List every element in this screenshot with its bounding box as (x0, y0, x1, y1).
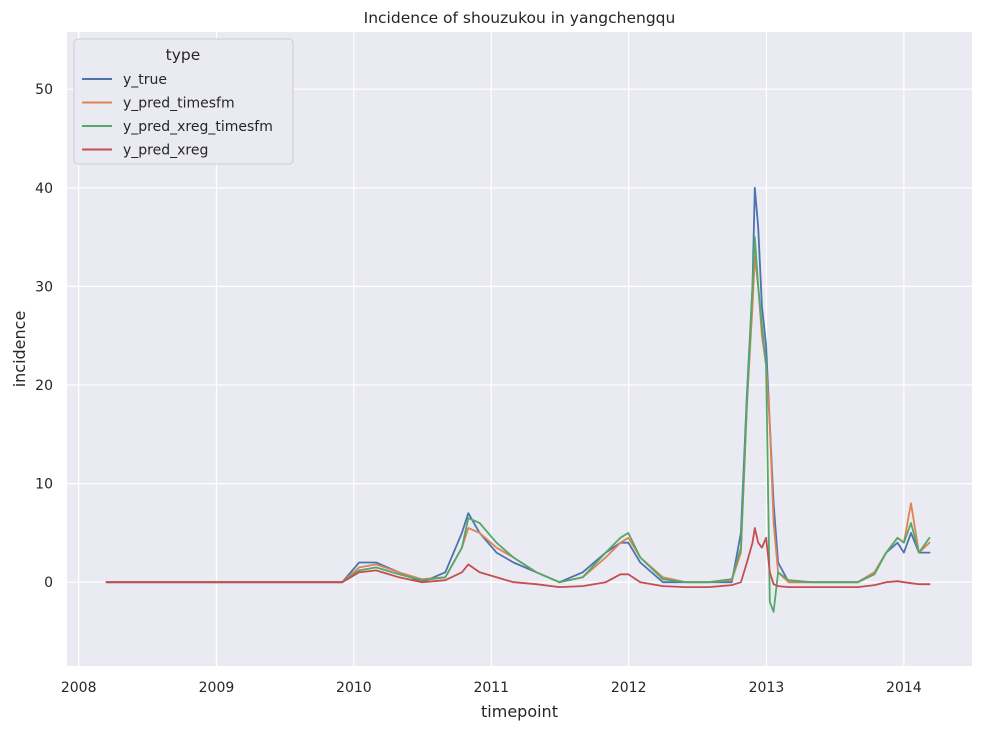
legend-label: y_pred_xreg_timesfm (123, 119, 273, 135)
legend: type y_true y_pred_timesfm y_pred_xreg_tim… (73, 38, 294, 165)
x-tick-label: 2009 (199, 680, 235, 696)
y-tick-label: 20 (35, 378, 53, 394)
legend-label: y_pred_timesfm (123, 96, 235, 112)
series-line-y-pred-xreg-timesfm (105, 236, 931, 613)
y-tick-label: 0 (44, 575, 53, 591)
y-tick-label: 30 (35, 279, 53, 295)
legend-label: y_true (123, 72, 167, 88)
legend-label: y_pred_xreg (123, 143, 208, 159)
x-axis-label: timepoint (481, 702, 558, 721)
x-tick-label: 2010 (336, 680, 372, 696)
y-tick-label: 50 (35, 82, 53, 98)
y-tick-label: 40 (35, 181, 53, 197)
x-tick-label: 2011 (473, 680, 509, 696)
series-lines (105, 186, 931, 613)
legend-title: type (166, 46, 201, 64)
series-line-y-pred-xreg (105, 527, 931, 588)
x-tick-label: 2014 (886, 680, 922, 696)
chart-title: Incidence of shouzukou in yangchengqu (364, 9, 676, 27)
x-tick-label: 2008 (61, 680, 97, 696)
y-axis-label: incidence (10, 311, 29, 388)
x-tick-labels: 2008 2009 2010 2011 2012 2013 2014 (61, 680, 922, 696)
x-tick-label: 2012 (611, 680, 647, 696)
legend-items: y_true y_pred_timesfm y_pred_xreg_timesfmy… (82, 72, 273, 159)
y-tick-label: 10 (35, 477, 53, 493)
legend-box (73, 38, 294, 165)
x-tick-label: 2013 (749, 680, 785, 696)
y-tick-labels: 0 10 20 30 40 50 (35, 82, 53, 591)
